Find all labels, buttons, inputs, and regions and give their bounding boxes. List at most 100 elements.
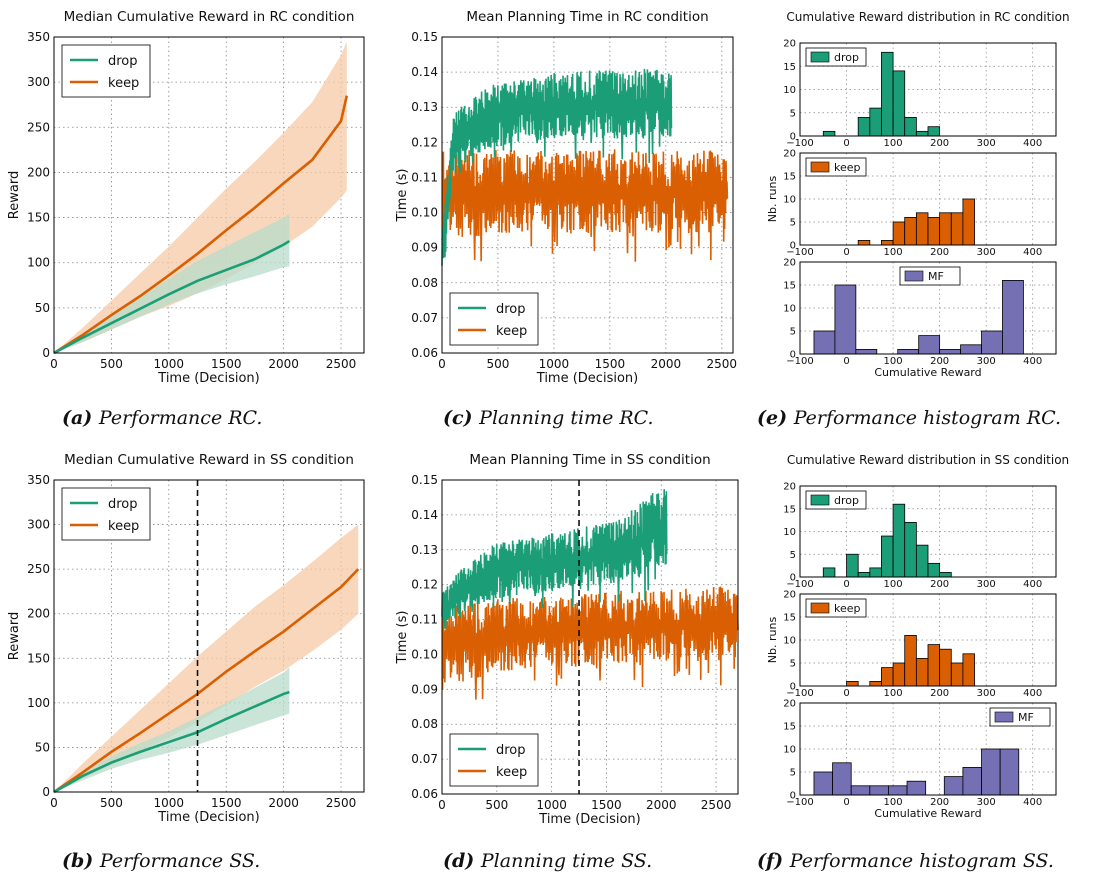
caption-text: Performance histogram SS. [789, 850, 1054, 872]
histogram-bar-MF [981, 748, 1001, 796]
caption-text: Performance RC. [98, 407, 263, 429]
histogram-bar-MF [813, 330, 836, 355]
histogram-bar-MF [832, 762, 852, 796]
caption-f: (f) Performance histogram SS. [757, 850, 1054, 872]
legend-label-MF: MF [928, 270, 944, 283]
caption-text: Performance histogram RC. [793, 407, 1061, 429]
legend: drop keep [449, 292, 539, 346]
histogram-bar-drop [939, 572, 952, 578]
legend-box [449, 733, 539, 787]
legend: drop keep [61, 44, 151, 98]
y-tick-label: 0.10 [411, 647, 438, 661]
axes-frame [799, 485, 1057, 578]
x-axis-label: Cumulative Reward [874, 807, 981, 820]
histogram-bar-drop [846, 553, 859, 578]
y-tick-label: 0 [790, 132, 796, 143]
histogram-bar-drop [881, 51, 894, 137]
y-tick-label: 0.06 [411, 346, 438, 360]
y-tick-label: 0.13 [411, 543, 438, 557]
x-tick-label: 100 [884, 579, 903, 590]
chart-a: 0 500 1000 1500 2000 2500 0 50 100 150 200 250 300 35… [7, 9, 365, 386]
histogram-bar-drop [892, 70, 906, 137]
y-tick-label: 0.10 [411, 206, 438, 220]
histogram-bar-drop [869, 107, 882, 137]
x-tick-label: −100 [786, 688, 813, 699]
histogram-bar-keep [892, 221, 906, 246]
y-tick-label: 0 [790, 791, 796, 802]
axes-frame [441, 479, 739, 795]
histogram-bar-MF [906, 780, 927, 796]
y-tick-label: 15 [783, 504, 796, 515]
histogram-bar-MF [918, 335, 941, 355]
x-tick-label: 400 [1023, 579, 1042, 590]
x-tick-label: 400 [1023, 138, 1042, 149]
y-tick-label: 15 [783, 613, 796, 624]
x-tick-label: 100 [884, 356, 903, 367]
legend-label-drop: drop [496, 743, 526, 758]
caption-label: (a) [62, 407, 99, 429]
x-tick-label: 500 [100, 357, 123, 371]
caption-text: Planning time SS. [480, 850, 652, 872]
chart-e: Cumulative Reward distribution in RC con… [766, 10, 1070, 379]
x-tick-label: 1000 [539, 357, 570, 371]
legend-swatch-MF [994, 711, 1014, 723]
y-tick-label: 0.06 [411, 787, 438, 801]
x-tick-label: 0 [438, 798, 446, 812]
legend-box [61, 487, 151, 541]
x-tick-label: 200 [930, 688, 949, 699]
x-tick-label: 2000 [646, 798, 677, 812]
chart-b: 0 500 1000 1500 2000 2500 0 50 100 150 200 250 300 35… [7, 452, 365, 825]
y-tick-label: 0.12 [411, 578, 438, 592]
y-tick-label: 350 [27, 30, 50, 44]
histogram-bar-drop [915, 544, 929, 578]
y-axis-label: Nb. runs [766, 176, 779, 223]
y-tick-label: 10 [783, 195, 796, 206]
histogram-bar-keep [869, 681, 882, 687]
x-tick-label: 2000 [268, 357, 299, 371]
histogram-bar-keep [892, 662, 906, 687]
chart-title: Median Cumulative Reward in SS condition [64, 452, 354, 468]
y-tick-label: 20 [783, 149, 796, 160]
histogram-bar-drop [857, 117, 871, 137]
legend-swatch-drop [810, 494, 830, 506]
x-tick-label: 1000 [536, 798, 567, 812]
legend: keep [805, 598, 867, 618]
histogram-bar-keep [962, 653, 975, 687]
x-tick-label: 400 [1023, 356, 1042, 367]
histogram-bar-keep [927, 216, 941, 246]
x-tick-label: 0 [843, 579, 849, 590]
histogram-bar-MF [960, 344, 982, 355]
histogram-bar-keep [950, 662, 964, 687]
x-tick-label: 2000 [268, 796, 299, 810]
legend-label-keep: keep [108, 76, 139, 91]
x-tick-label: 2000 [651, 357, 682, 371]
legend: MF [899, 266, 961, 286]
y-axis-label: Nb. runs [766, 617, 779, 664]
y-tick-label: 15 [783, 722, 796, 733]
legend: MF [989, 707, 1051, 727]
histogram-bar-MF [939, 348, 961, 355]
x-tick-label: 300 [977, 138, 996, 149]
y-tick-label: 0.14 [411, 65, 438, 79]
caption-label: (b) [62, 850, 100, 872]
histogram-bar-keep [939, 648, 952, 687]
histogram-bar-MF [1002, 279, 1024, 355]
histogram-bar-keep [950, 212, 964, 246]
caption-c: (c) Planning time RC. [443, 407, 654, 429]
x-axis-label: Cumulative Reward [874, 366, 981, 379]
x-axis-label: Time (Decision) [157, 371, 259, 386]
histogram-bar-keep [927, 644, 941, 687]
x-tick-label: 500 [485, 798, 508, 812]
axes-frame [53, 36, 365, 354]
x-tick-label: 1500 [595, 357, 626, 371]
legend-box [61, 44, 151, 98]
x-tick-label: 0 [843, 138, 849, 149]
caption-label: (e) [757, 407, 794, 429]
axes-frame [799, 593, 1057, 687]
legend: drop [805, 47, 867, 67]
x-tick-label: 2500 [701, 798, 732, 812]
legend: drop keep [61, 487, 151, 541]
axes-frame [799, 702, 1057, 796]
